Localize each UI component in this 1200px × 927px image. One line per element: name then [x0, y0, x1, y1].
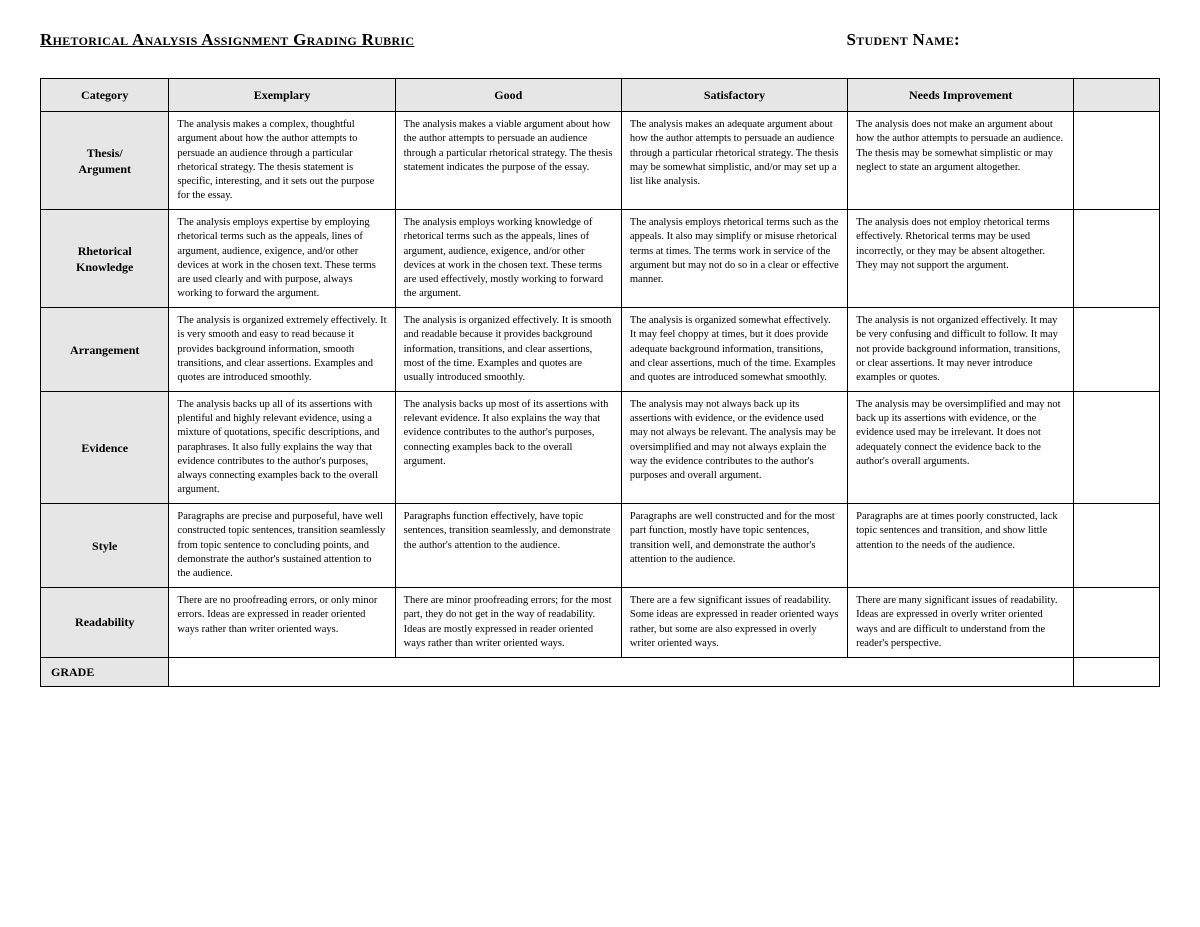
satisfactory-cell: Paragraphs are well constructed and for …: [621, 504, 847, 588]
good-cell: The analysis backs up most of its assert…: [395, 392, 621, 504]
needs-cell: The analysis does not make an argument a…: [848, 112, 1074, 210]
col-exemplary: Exemplary: [169, 79, 395, 112]
rubric-table: Category Exemplary Good Satisfactory Nee…: [40, 78, 1160, 687]
score-cell: [1074, 112, 1160, 210]
title-right: Student Name:: [846, 30, 960, 50]
category-cell: Readability: [41, 588, 169, 658]
table-row: Thesis/ArgumentThe analysis makes a comp…: [41, 112, 1160, 210]
needs-cell: The analysis may be oversimplified and m…: [848, 392, 1074, 504]
col-needs: Needs Improvement: [848, 79, 1074, 112]
table-header-row: Category Exemplary Good Satisfactory Nee…: [41, 79, 1160, 112]
grade-score: [1074, 657, 1160, 686]
col-satisfactory: Satisfactory: [621, 79, 847, 112]
needs-cell: The analysis is not organized effectivel…: [848, 308, 1074, 392]
table-row: StyleParagraphs are precise and purposef…: [41, 504, 1160, 588]
needs-cell: The analysis does not employ rhetorical …: [848, 210, 1074, 308]
category-cell: Thesis/Argument: [41, 112, 169, 210]
exemplary-cell: There are no proofreading errors, or onl…: [169, 588, 395, 658]
page-header: Rhetorical Analysis Assignment Grading R…: [40, 30, 1160, 50]
col-empty: [1074, 79, 1160, 112]
table-row: ArrangementThe analysis is organized ext…: [41, 308, 1160, 392]
satisfactory-cell: The analysis makes an adequate argument …: [621, 112, 847, 210]
exemplary-cell: Paragraphs are precise and purposeful, h…: [169, 504, 395, 588]
satisfactory-cell: The analysis employs rhetorical terms su…: [621, 210, 847, 308]
good-cell: Paragraphs function effectively, have to…: [395, 504, 621, 588]
score-cell: [1074, 392, 1160, 504]
table-row: Rhetorical KnowledgeThe analysis employs…: [41, 210, 1160, 308]
exemplary-cell: The analysis employs expertise by employ…: [169, 210, 395, 308]
good-cell: The analysis employs working knowledge o…: [395, 210, 621, 308]
good-cell: The analysis is organized effectively. I…: [395, 308, 621, 392]
category-cell: Evidence: [41, 392, 169, 504]
col-good: Good: [395, 79, 621, 112]
exemplary-cell: The analysis backs up all of its asserti…: [169, 392, 395, 504]
category-cell: Rhetorical Knowledge: [41, 210, 169, 308]
col-category: Category: [41, 79, 169, 112]
grade-label: GRADE: [41, 657, 169, 686]
score-cell: [1074, 588, 1160, 658]
score-cell: [1074, 210, 1160, 308]
needs-cell: Paragraphs are at times poorly construct…: [848, 504, 1074, 588]
category-cell: Style: [41, 504, 169, 588]
satisfactory-cell: The analysis is organized somewhat effec…: [621, 308, 847, 392]
category-cell: Arrangement: [41, 308, 169, 392]
good-cell: There are minor proofreading errors; for…: [395, 588, 621, 658]
needs-cell: There are many significant issues of rea…: [848, 588, 1074, 658]
score-cell: [1074, 308, 1160, 392]
title-left: Rhetorical Analysis Assignment Grading R…: [40, 30, 414, 50]
satisfactory-cell: The analysis may not always back up its …: [621, 392, 847, 504]
score-cell: [1074, 504, 1160, 588]
exemplary-cell: The analysis is organized extremely effe…: [169, 308, 395, 392]
table-row: ReadabilityThere are no proofreading err…: [41, 588, 1160, 658]
grade-span: [169, 657, 1074, 686]
grade-row: GRADE: [41, 657, 1160, 686]
satisfactory-cell: There are a few significant issues of re…: [621, 588, 847, 658]
good-cell: The analysis makes a viable argument abo…: [395, 112, 621, 210]
exemplary-cell: The analysis makes a complex, thoughtful…: [169, 112, 395, 210]
table-row: EvidenceThe analysis backs up all of its…: [41, 392, 1160, 504]
